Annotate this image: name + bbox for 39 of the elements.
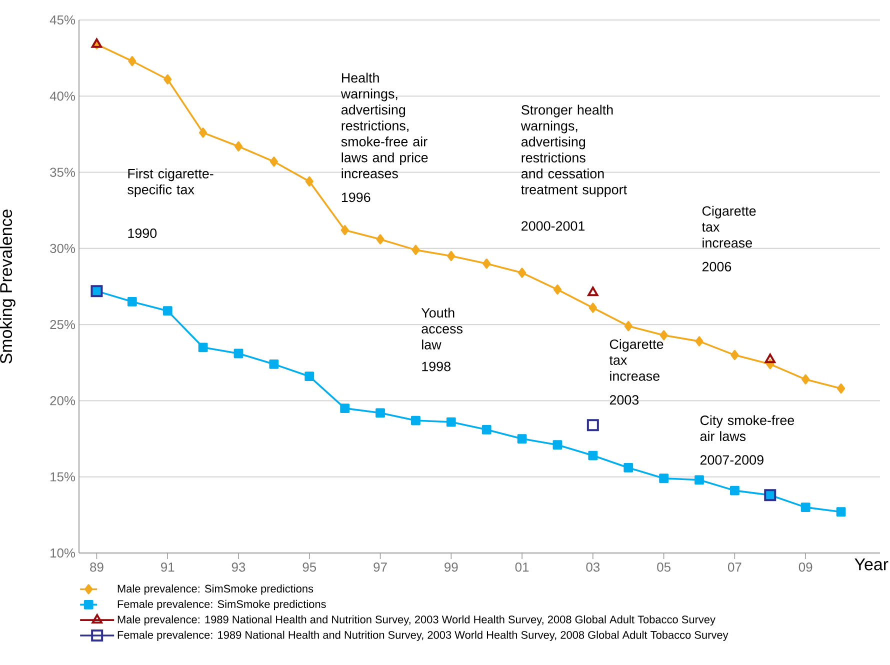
x-tick-label: 97 — [374, 562, 387, 572]
x-tick-label: 91 — [161, 562, 174, 572]
y-tick-label: 20% — [50, 396, 76, 406]
annotation: Cigarette tax increase — [702, 206, 756, 248]
y-tick-label: 10% — [50, 548, 76, 558]
x-tick-label: 89 — [90, 562, 104, 572]
legend-label: Male prevalence: SimSmoke predictions — [118, 584, 314, 595]
y-tick-label: 25% — [50, 320, 76, 330]
annotation: Stronger health warnings, advertising restrictions and cessation treatment support — [520, 104, 627, 198]
annotation: First cigarette-specific tax — [128, 168, 214, 198]
x-tick-label: 93 — [232, 562, 246, 572]
legend-label: Female prevalence: 1989 National Health and Nutrition Survey, 2003 World Health Survey, 2008 Global Adult Tobacco Survey — [118, 630, 728, 641]
annotation: 1996 — [342, 192, 370, 202]
y-tick-label: 45% — [50, 15, 76, 25]
y-tick-label: 30% — [50, 244, 76, 254]
annotation: 1998 — [422, 362, 450, 372]
annotation: City smoke-free air laws — [700, 415, 794, 442]
annotation: 2007-2009 — [700, 455, 764, 465]
x-tick-label: 03 — [586, 562, 600, 572]
x-tick-label: 05 — [657, 562, 670, 572]
x-axis-title: Year — [854, 558, 888, 570]
annotation: Cigarette tax increase — [609, 339, 664, 381]
y-tick-label: 40% — [50, 92, 76, 101]
x-tick-label: 95 — [302, 562, 316, 572]
annotation: Youth access law — [421, 308, 463, 350]
y-tick-label: 15% — [50, 472, 76, 482]
x-tick-label: 01 — [515, 562, 529, 572]
y-axis-title: Smoking Prevalence — [0, 210, 16, 364]
y-tick-label: 35% — [50, 168, 76, 177]
x-tick-label: 99 — [444, 562, 458, 572]
x-tick-label: 07 — [728, 562, 742, 572]
annotation: Health warnings, advertising restrictions, smoke-free air laws and price increases — [340, 72, 428, 178]
annotation: 1990 — [128, 228, 157, 238]
annotation: 2003 — [610, 395, 639, 405]
legend-label: Male prevalence: 1989 National Health and Nutrition Survey, 2003 World Health Survey, 2008 Global Adult Tobacco Survey — [118, 615, 716, 626]
annotation: 2006 — [702, 262, 732, 272]
annotation: 2000-2001 — [522, 221, 585, 231]
legend-label: Female prevalence: SimSmoke predictions — [118, 600, 326, 610]
x-tick-label: 09 — [798, 562, 812, 572]
